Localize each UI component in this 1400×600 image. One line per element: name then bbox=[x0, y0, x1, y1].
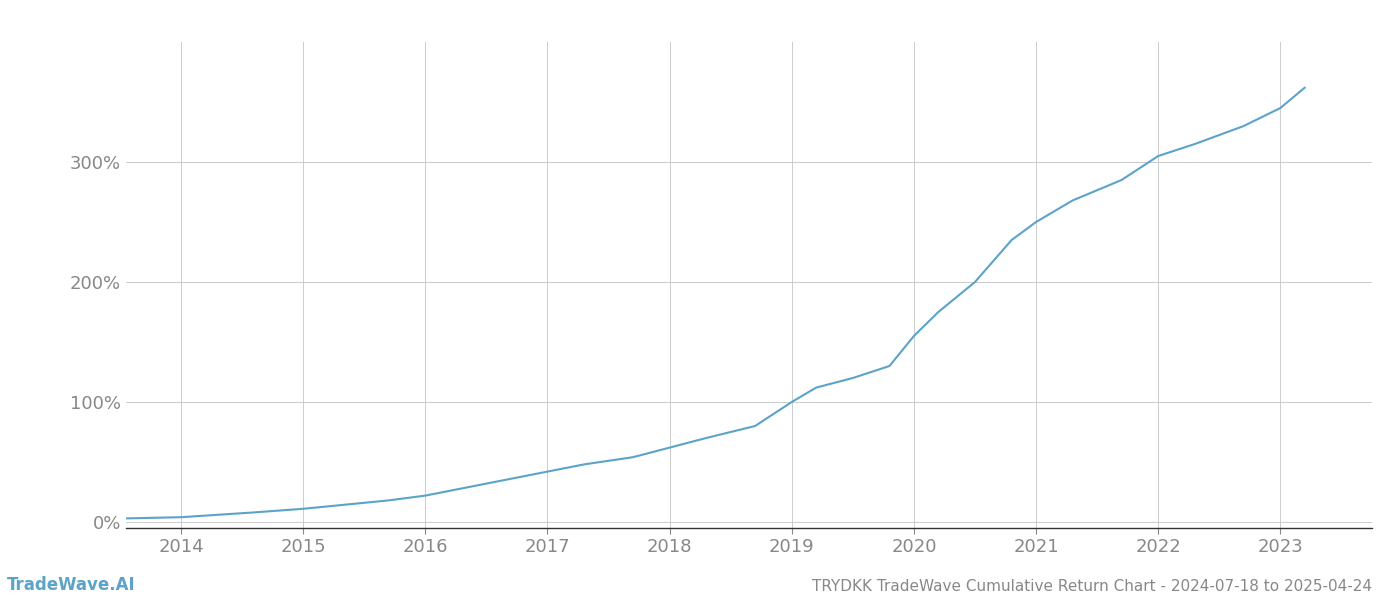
Text: TradeWave.AI: TradeWave.AI bbox=[7, 576, 136, 594]
Text: TRYDKK TradeWave Cumulative Return Chart - 2024-07-18 to 2025-04-24: TRYDKK TradeWave Cumulative Return Chart… bbox=[812, 579, 1372, 594]
